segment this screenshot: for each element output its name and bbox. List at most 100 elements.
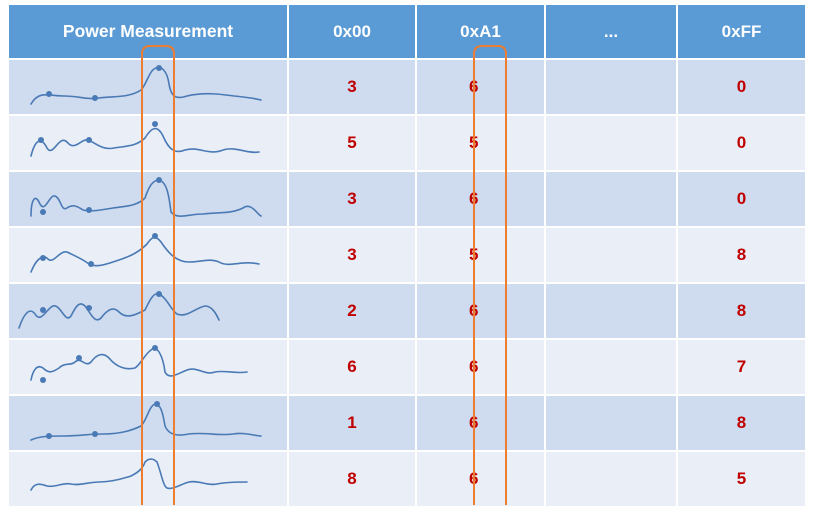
header-ellipsis: ... [544,5,676,58]
value-ellipsis-cell [544,452,676,506]
trace-marker [40,307,46,313]
value-0x00: 1 [347,413,357,432]
power-trace-cell [9,172,287,226]
value-0xFF: 8 [736,413,747,432]
value-ellipsis-cell [544,396,676,450]
power-trace-waveform [30,345,248,383]
trace-marker [86,137,92,143]
table-row: 8 6 5 [9,450,805,506]
header-key-0xFF: 0xFF [676,5,805,58]
value-0xA1-cell: 6 [415,172,544,226]
value-0xA1-cell: 5 [415,228,544,282]
value-0x00-cell: 5 [287,116,415,170]
power-analysis-table: Power Measurement 0x00 0xA1 ... 0xFF 3 6 0… [9,5,805,506]
value-0xFF: 5 [736,469,747,488]
trace-marker [92,95,98,101]
value-0xFF-cell: 8 [676,228,805,282]
value-0x00: 3 [347,189,357,208]
table-row: 6 6 7 [9,338,805,394]
power-trace-cell [9,452,287,506]
header-power-measurement: Power Measurement [9,5,287,58]
value-ellipsis-cell [544,284,676,338]
value-0xFF: 8 [736,301,747,320]
value-0xFF: 8 [736,245,747,264]
value-0xA1-cell: 6 [415,340,544,394]
table-row: 2 6 8 [9,282,805,338]
trace-marker [152,233,158,239]
value-0xA1: 5 [469,133,479,152]
power-trace-cell [9,228,287,282]
power-trace-waveform [30,401,262,441]
value-0x00: 2 [347,301,357,320]
trace-marker [46,433,52,439]
header-key-0x00: 0x00 [287,5,415,58]
value-0xFF-cell: 7 [676,340,805,394]
value-ellipsis-cell [544,340,676,394]
value-0xFF-cell: 0 [676,116,805,170]
value-0xA1-cell: 5 [415,116,544,170]
value-0xA1: 6 [469,413,479,432]
value-0x00-cell: 3 [287,172,415,226]
trace-marker [152,345,158,351]
trace-marker [152,121,158,127]
trace-marker [38,137,44,143]
value-0x00-cell: 6 [287,340,415,394]
value-0xFF: 0 [736,133,747,152]
power-trace-cell [9,284,287,338]
value-0x00: 3 [347,245,357,264]
value-0x00-cell: 1 [287,396,415,450]
value-0x00: 8 [347,469,357,488]
value-ellipsis-cell [544,172,676,226]
trace-marker [40,255,46,261]
value-0xFF-cell: 5 [676,452,805,506]
trace-marker [92,431,98,437]
power-trace-cell [9,340,287,394]
power-trace-waveform [30,121,260,157]
trace-marker [154,401,160,407]
value-0x00: 5 [347,133,357,152]
power-trace-waveform [18,291,220,329]
value-0xA1-cell: 6 [415,284,544,338]
table-row: 3 6 0 [9,58,805,114]
value-0xFF-cell: 0 [676,60,805,114]
trace-marker [88,261,94,267]
value-0xFF: 7 [736,357,747,376]
table-header-row: Power Measurement 0x00 0xA1 ... 0xFF [9,5,805,58]
value-0x00-cell: 8 [287,452,415,506]
power-trace-waveform [30,233,260,273]
power-trace-waveform [30,458,248,491]
table-row: 1 6 8 [9,394,805,450]
trace-marker [40,209,46,215]
value-0xFF-cell: 0 [676,172,805,226]
trace-marker [156,177,162,183]
trace-marker [40,377,46,383]
value-0xA1: 5 [469,245,479,264]
table-row: 3 5 8 [9,226,805,282]
value-0xA1: 6 [469,77,479,96]
value-0xFF-cell: 8 [676,284,805,338]
value-0xA1: 6 [469,357,479,376]
power-trace-cell [9,396,287,450]
power-trace-cell [9,60,287,114]
value-0xFF: 0 [736,77,747,96]
value-0x00-cell: 3 [287,228,415,282]
trace-marker [156,65,162,71]
value-0xA1-cell: 6 [415,452,544,506]
value-0xA1: 6 [469,469,479,488]
value-0xFF: 0 [736,189,747,208]
trace-marker [46,91,52,97]
trace-marker [76,355,82,361]
header-key-0xA1: 0xA1 [415,5,544,58]
value-ellipsis-cell [544,116,676,170]
value-ellipsis-cell [544,228,676,282]
power-trace-waveform [30,177,262,217]
power-trace-waveform [30,65,262,105]
power-trace-cell [9,116,287,170]
value-0x00-cell: 2 [287,284,415,338]
value-0xA1: 6 [469,301,479,320]
table-row: 5 5 0 [9,114,805,170]
value-0xA1: 6 [469,189,479,208]
table-row: 3 6 0 [9,170,805,226]
value-0xFF-cell: 8 [676,396,805,450]
value-ellipsis-cell [544,60,676,114]
